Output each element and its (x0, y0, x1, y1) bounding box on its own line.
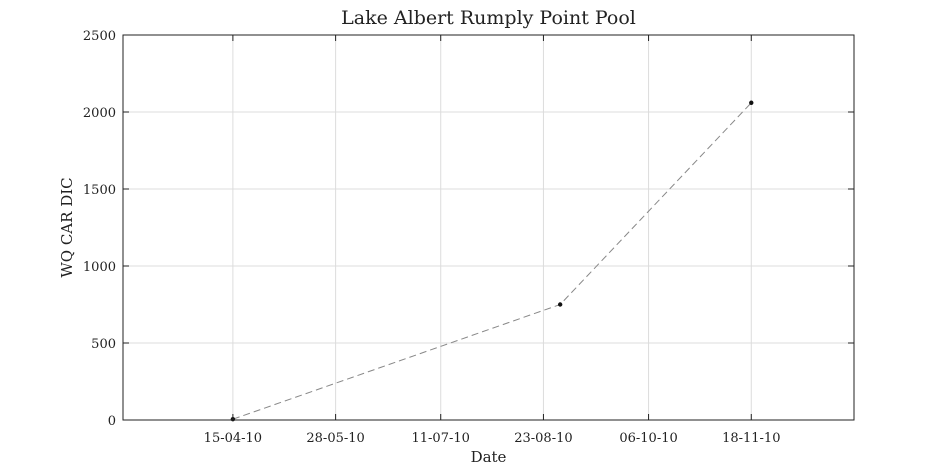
x-tick-label: 18-11-10 (722, 431, 780, 446)
plot-frame (122, 34, 855, 421)
x-tick-label: 23-08-10 (514, 431, 572, 446)
data-point (557, 302, 563, 307)
y-tick-label: 2000 (83, 106, 116, 121)
y-tick-label: 2500 (83, 29, 116, 44)
y-axis-label: WQ CAR DIC (58, 177, 76, 277)
chart-title: Lake Albert Rumply Point Pool (341, 7, 636, 29)
x-tick-label: 11-07-10 (412, 431, 470, 446)
data-point (749, 100, 754, 105)
x-tick-label: 06-10-10 (619, 431, 677, 446)
x-tick-label: 15-04-10 (204, 431, 262, 446)
y-tick-label: 0 (108, 414, 116, 429)
y-tick-label: 500 (91, 337, 116, 352)
series-line (232, 102, 752, 420)
x-tick-label: 28-05-10 (306, 431, 364, 446)
x-axis-label: Date (471, 448, 507, 466)
axis-ticks: 15-04-10 28-05-10 11-07-10 23-08-10 06-10-10… (83, 29, 854, 446)
grid (123, 34, 854, 421)
y-tick-label: 1500 (83, 183, 116, 198)
series-layer (230, 100, 754, 422)
y-tick-label: 1000 (83, 260, 116, 275)
